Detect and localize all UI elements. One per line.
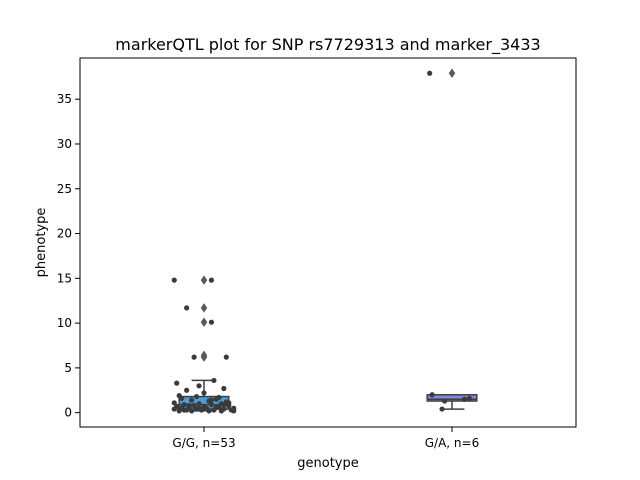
y-axis: 0 5 10 15 20 25 30 35 [57,92,80,420]
data-point [186,402,192,409]
outlier-marker [200,303,208,313]
x-axis-label: genotype [297,456,358,471]
data-point [461,396,467,402]
data-point [174,380,180,386]
x-tick-label: G/G, n=53 [172,436,235,450]
data-point [221,385,227,392]
data-point [184,305,190,311]
data-point [211,377,217,384]
y-tick-label: 10 [57,316,72,330]
data-point [189,408,195,414]
data-point [208,397,215,403]
data-point [171,277,177,283]
outlier-marker [200,350,208,361]
data-point [196,401,202,407]
data-point [184,387,190,393]
data-point [208,319,215,325]
data-point [213,396,219,402]
y-tick-label: 0 [64,406,72,420]
data-point [176,408,182,414]
data-point [231,408,237,414]
y-tick-label: 20 [57,227,72,241]
box-iqr [426,394,478,402]
y-tick-label: 15 [57,271,72,285]
y-tick-label: 30 [57,137,72,151]
data-point [223,354,229,360]
data-point [196,383,202,389]
data-point [191,354,197,360]
strip-points [171,70,472,414]
x-tick-label: G/A, n=6 [425,436,479,450]
data-point [427,70,433,76]
data-point [218,408,224,414]
outlier-marker [448,68,456,79]
data-point [208,277,215,283]
data-point [466,395,472,401]
data-point [201,390,207,396]
data-point [206,408,212,414]
chart-title: markerQTL plot for SNP rs7729313 and mar… [115,35,540,55]
outlier-marker [200,275,208,285]
data-point [213,404,219,410]
data-point [193,393,200,400]
data-point [429,392,435,398]
y-tick-label: 35 [57,92,72,106]
x-axis: G/G, n=53 G/A, n=6 [172,427,479,450]
data-point [189,397,195,403]
y-axis-label: phenotype [34,208,49,278]
data-point [196,405,202,411]
data-point [181,407,187,413]
data-point [441,398,448,404]
data-point [221,402,227,408]
y-tick-label: 5 [64,361,72,375]
data-point [439,406,445,412]
plot-frame [79,57,577,428]
outlier-marker [200,317,208,328]
data-point [179,395,185,401]
data-point [208,402,215,408]
y-tick-label: 25 [57,182,72,196]
data-point [226,400,232,406]
data-point [171,406,177,412]
